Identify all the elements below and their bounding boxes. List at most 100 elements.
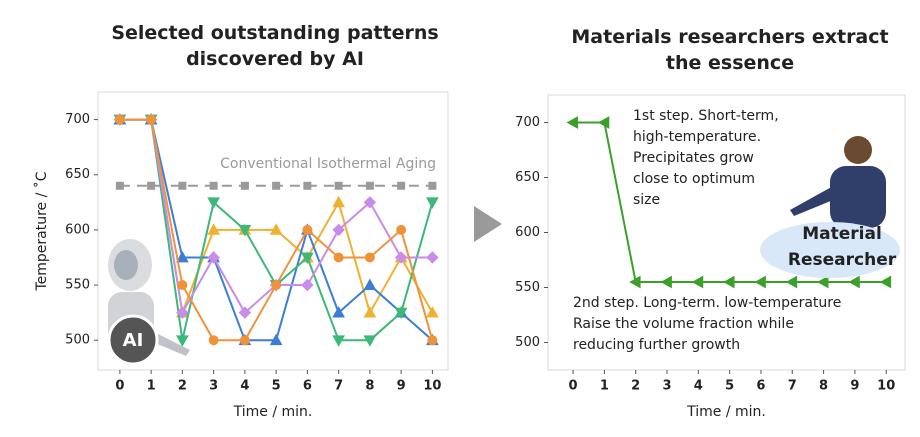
y-tick-label: 650 <box>515 170 540 185</box>
reference-marker <box>147 181 156 190</box>
x-tick-label: 4 <box>240 379 249 394</box>
x-tick-label: 5 <box>725 379 734 394</box>
marker <box>207 251 220 264</box>
marker <box>176 250 189 263</box>
marker <box>207 197 220 209</box>
marker <box>597 116 610 129</box>
marker <box>207 223 220 235</box>
marker <box>239 335 250 346</box>
y-axis-label: Temperature / ˚C <box>33 171 50 291</box>
marker <box>691 275 704 289</box>
x-tick-label: 10 <box>423 379 441 394</box>
x-tick-label: 2 <box>178 379 187 394</box>
marker <box>426 197 439 209</box>
badge-label: AI <box>123 330 144 351</box>
x-tick-label: 5 <box>272 379 281 394</box>
reference-marker <box>240 181 249 190</box>
y-tick-label: 550 <box>515 280 540 295</box>
x-axis-label: Time / min. <box>233 404 313 420</box>
marker <box>363 278 377 290</box>
annotation: 2nd step. Long-term. low-temperature <box>573 295 841 311</box>
reference-label: Conventional Isothermal Aging <box>220 156 436 172</box>
marker <box>427 335 438 346</box>
reference-marker <box>428 181 437 190</box>
y-tick-label: 500 <box>65 333 90 348</box>
y-tick-label: 700 <box>515 115 540 130</box>
x-tick-label: 2 <box>631 379 640 394</box>
researcher <box>790 136 886 228</box>
reference-marker <box>397 181 406 190</box>
marker <box>394 307 408 320</box>
marker <box>426 306 439 318</box>
marker <box>208 335 219 346</box>
marker <box>238 306 252 319</box>
marker <box>269 333 283 346</box>
marker <box>660 275 672 289</box>
badge <box>760 222 900 278</box>
reference-marker <box>365 181 374 190</box>
x-tick-label: 8 <box>819 379 828 394</box>
marker <box>629 275 641 289</box>
marker <box>333 252 344 263</box>
y-tick-label: 650 <box>65 167 90 182</box>
marker <box>146 114 157 125</box>
marker <box>302 224 313 235</box>
annotation: 1st step. Short-term, <box>633 108 779 124</box>
y-tick-label: 700 <box>65 112 90 127</box>
x-tick-label: 7 <box>788 379 797 394</box>
annotation: Precipitates grow <box>633 150 754 166</box>
badge-label: Material <box>802 224 882 244</box>
marker <box>396 224 407 235</box>
marker <box>176 335 189 347</box>
annotation: close to optimum <box>633 171 755 187</box>
reference-marker <box>303 181 312 190</box>
marker <box>364 252 375 263</box>
y-tick-label: 600 <box>65 222 90 237</box>
marker <box>879 275 892 289</box>
marker <box>238 224 252 237</box>
chart-title: Materials researchers extract the essenc… <box>571 26 889 74</box>
marker <box>363 196 377 209</box>
marker <box>848 275 860 289</box>
reference-marker <box>115 181 124 190</box>
x-tick-label: 1 <box>147 379 156 394</box>
marker <box>785 275 798 289</box>
marker <box>301 278 314 292</box>
y-tick-label: 600 <box>515 225 540 240</box>
x-tick-label: 1 <box>600 379 609 394</box>
x-tick-label: 0 <box>569 379 578 394</box>
x-tick-label: 6 <box>756 379 765 394</box>
x-axis-label: Time / min. <box>686 404 766 420</box>
annotation: reducing further growth <box>573 337 740 353</box>
reference-marker <box>209 181 218 190</box>
marker <box>426 251 439 264</box>
y-tick-label: 500 <box>515 335 540 350</box>
marker <box>817 275 829 289</box>
marker <box>332 223 345 237</box>
marker <box>269 223 283 235</box>
marker <box>363 335 377 347</box>
chart-title: Selected outstanding patterns discovered… <box>111 22 439 70</box>
x-tick-label: 3 <box>209 379 218 394</box>
reference-marker <box>272 181 281 190</box>
marker <box>271 280 282 291</box>
marker <box>332 195 345 208</box>
marker <box>754 275 766 289</box>
marker <box>176 306 189 319</box>
reference-marker <box>178 181 187 190</box>
marker <box>363 306 377 318</box>
x-tick-label: 4 <box>694 379 703 394</box>
x-tick-label: 9 <box>850 379 859 394</box>
marker <box>114 114 125 125</box>
marker <box>177 280 188 291</box>
marker <box>723 275 735 289</box>
annotation: high-temperature. <box>633 129 761 145</box>
marker <box>301 252 314 265</box>
x-tick-label: 0 <box>115 379 124 394</box>
marker <box>566 116 578 129</box>
marker <box>394 251 408 264</box>
marker <box>332 306 345 318</box>
badge-label: Researcher <box>788 250 897 270</box>
marker <box>332 335 345 347</box>
